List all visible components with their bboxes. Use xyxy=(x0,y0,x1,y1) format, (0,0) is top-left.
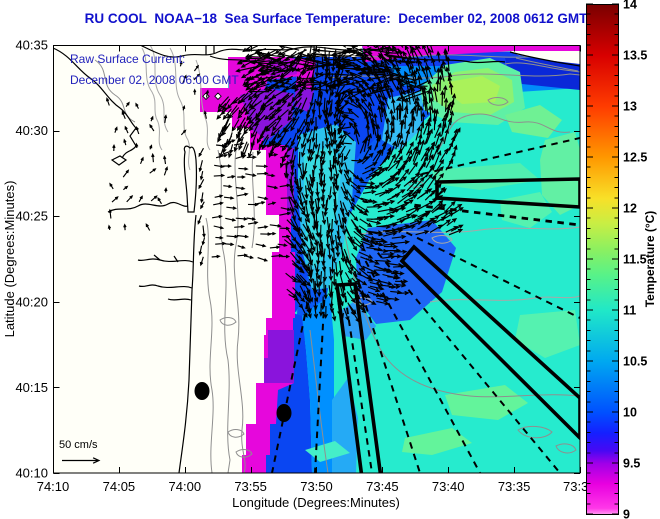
svg-text:74:10: 74:10 xyxy=(37,479,70,494)
svg-text:73:50: 73:50 xyxy=(300,479,333,494)
svg-text:40:30: 40:30 xyxy=(15,123,48,138)
svg-text:14: 14 xyxy=(623,0,637,12)
svg-text:40:25: 40:25 xyxy=(15,209,48,224)
svg-text:13: 13 xyxy=(623,100,637,114)
svg-text:40:10: 40:10 xyxy=(15,466,48,481)
svg-text:11: 11 xyxy=(623,304,636,318)
svg-text:10.5: 10.5 xyxy=(623,355,647,369)
svg-text:11.5: 11.5 xyxy=(623,253,647,267)
svg-text:74:00: 74:00 xyxy=(169,479,202,494)
svg-text:13.5: 13.5 xyxy=(623,49,647,63)
svg-text:50 cm/s: 50 cm/s xyxy=(59,439,98,451)
svg-text:74:05: 74:05 xyxy=(103,479,136,494)
svg-text:Latitude (Degrees:Minutes): Latitude (Degrees:Minutes) xyxy=(2,181,17,338)
svg-text:40:20: 40:20 xyxy=(15,294,48,309)
svg-text:9.5: 9.5 xyxy=(623,457,640,471)
svg-text:73:35: 73:35 xyxy=(498,479,531,494)
svg-text:12: 12 xyxy=(623,202,637,216)
svg-text:73:45: 73:45 xyxy=(366,479,399,494)
svg-text:Raw Surface Current:: Raw Surface Current: xyxy=(70,52,185,66)
svg-text:9: 9 xyxy=(623,508,630,519)
svg-text:RU COOL NOAA−18 Sea Surface: RU COOL NOAA−18 Sea Surface Temperature:… xyxy=(85,11,589,26)
svg-text:40:15: 40:15 xyxy=(15,380,48,395)
svg-text:12.5: 12.5 xyxy=(623,151,647,165)
svg-text:73:3: 73:3 xyxy=(563,479,588,494)
svg-text:40:35: 40:35 xyxy=(15,38,48,53)
svg-text:10: 10 xyxy=(623,406,637,420)
svg-text:Temperature (°C): Temperature (°C) xyxy=(643,211,657,308)
svg-text:73:40: 73:40 xyxy=(432,479,465,494)
svg-text:73:55: 73:55 xyxy=(234,479,267,494)
svg-text:Longitude (Degrees:Minutes): Longitude (Degrees:Minutes) xyxy=(232,495,400,510)
svg-text:December 02, 2008 06:00 GMT: December 02, 2008 06:00 GMT xyxy=(70,73,239,87)
